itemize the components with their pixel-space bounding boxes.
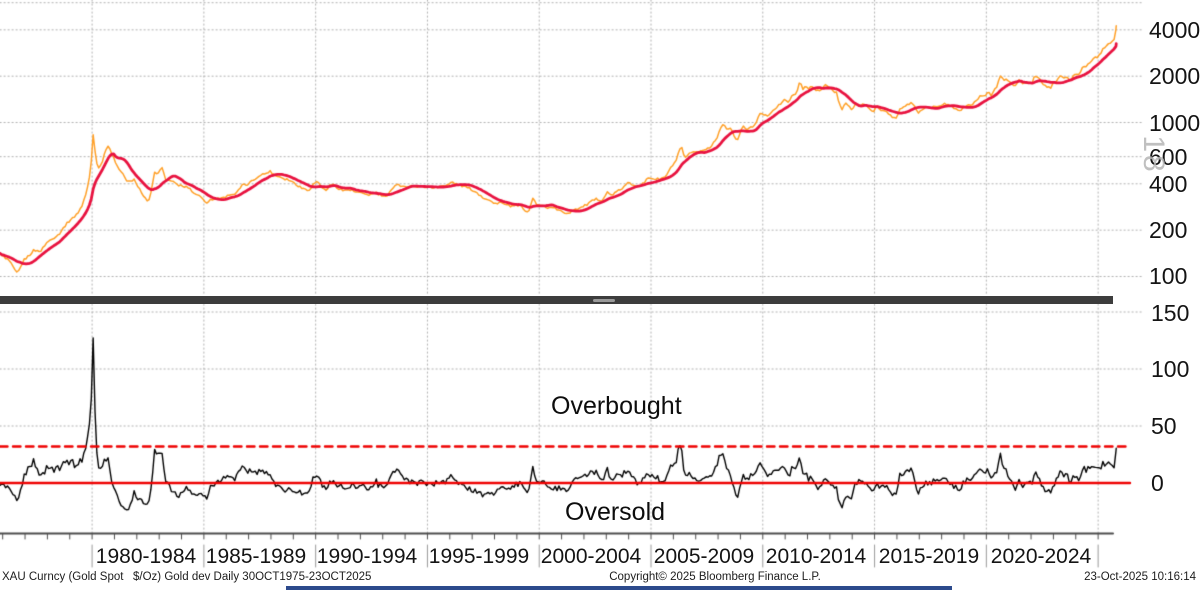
x-band-1985-1989: 1985-1989 <box>205 545 307 568</box>
x-band-1990-1994: 1990-1994 <box>316 545 418 568</box>
y-tick-1000: 1000 <box>1149 110 1200 136</box>
osc-tick-0: 0 <box>1151 470 1164 496</box>
overbought-label: Overbought <box>551 392 682 420</box>
x-band-1995-1999: 1995-1999 <box>428 545 530 568</box>
footer-copyright: Copyright© 2025 Bloomberg Finance L.P. <box>609 571 821 583</box>
panel-divider <box>0 296 1113 304</box>
x-band-2020-2024: 2020-2024 <box>990 545 1092 568</box>
x-band-2015-2019: 2015-2019 <box>878 545 980 568</box>
y-tick-100: 100 <box>1149 263 1188 289</box>
y-tick-200: 200 <box>1149 217 1188 243</box>
y-tick-4000: 4000 <box>1149 17 1200 43</box>
x-band-2000-2004: 2000-2004 <box>540 545 642 568</box>
y-tick-2000: 2000 <box>1149 63 1200 89</box>
panel-resize-handle[interactable] <box>593 299 615 302</box>
footer-timestamp: 23-Oct-2025 10:16:14 <box>1084 571 1196 583</box>
x-band-1980-1984: 1980-1984 <box>95 545 197 568</box>
y-tick-600: 600 <box>1149 144 1188 170</box>
y-tick-400: 400 <box>1149 171 1188 197</box>
osc-tick-150: 150 <box>1151 300 1190 326</box>
osc-tick-50: 50 <box>1151 413 1177 439</box>
x-band-2010-2014: 2010-2014 <box>765 545 867 568</box>
osc-tick-100: 100 <box>1151 356 1190 382</box>
footer-rule <box>286 586 952 590</box>
oversold-label: Oversold <box>565 498 666 526</box>
x-band-2005-2009: 2005-2009 <box>653 545 755 568</box>
chart-id-watermark: 18 <box>1137 135 1170 175</box>
footer-security-description: XAU Curncy (Gold Spot $/Oz) Gold dev Dai… <box>2 571 372 583</box>
